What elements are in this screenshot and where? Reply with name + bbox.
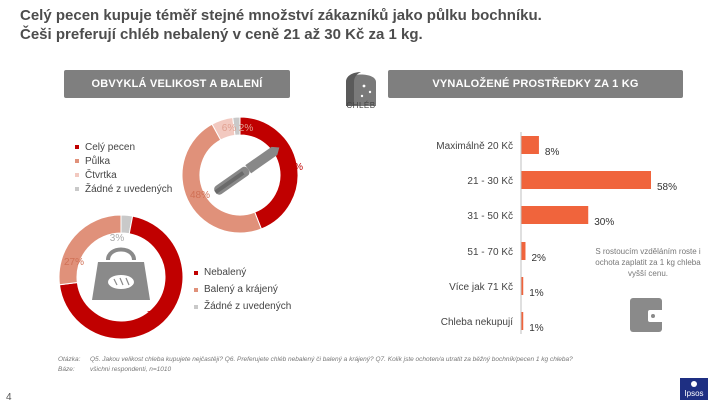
bar-category-label: 31 - 50 Kč: [467, 211, 513, 222]
bar-value-label: 2%: [531, 253, 546, 264]
legend-item-none: Žádné z uvedených: [75, 182, 172, 196]
size-packaging-header: OBVYKLÁ VELIKOST A BALENÍ: [64, 70, 290, 98]
bar-category-label: Maximálně 20 Kč: [436, 141, 513, 152]
legend-label: Celý pecen: [85, 141, 136, 153]
page-title: Celý pecen kupuje téměř stejné množství …: [20, 6, 700, 44]
legend-label: Balený a krájený: [204, 284, 278, 295]
bar: [521, 242, 526, 260]
donut-slice-3: [232, 116, 241, 136]
bar-category-label: 21 - 30 Kč: [467, 176, 513, 187]
legend-item-whole: Celý pecen: [75, 140, 172, 154]
legend-item-packed-sliced: Balený a krájený: [194, 281, 291, 298]
donut-value-label: 48%: [190, 190, 210, 201]
legend-item-quarter: Čtvrtka: [75, 168, 172, 182]
title-line-2: Češi preferují chléb nebalený v ceně 21 …: [20, 26, 423, 43]
bar-value-label: 8%: [545, 147, 560, 158]
bar: [521, 136, 539, 154]
footer-base-key: Báze:: [58, 366, 75, 373]
bread-label: CHLÉB: [346, 101, 376, 110]
bread-bag-icon: [92, 247, 150, 300]
legend-label: Žádné z uvedených: [85, 183, 173, 195]
bar-value-label: 1%: [529, 288, 544, 299]
wallet-icon: [630, 298, 664, 332]
legend-item-unpacked: Nebalený: [194, 264, 291, 281]
bar: [521, 171, 651, 189]
bar-category-label: Více jak 71 Kč: [449, 282, 513, 293]
title-line-1: Celý pecen kupuje téměř stejné množství …: [20, 7, 542, 24]
legend-item-none: Žádné z uvedených: [194, 298, 291, 315]
bar-value-label: 1%: [529, 323, 544, 334]
spending-header: VYNALOŽENÉ PROSTŘEDKY ZA 1 KG: [388, 70, 683, 98]
bar-value-label: 58%: [657, 182, 677, 193]
bar: [521, 206, 589, 224]
bread-icon: [338, 70, 384, 110]
bar-value-label: 30%: [594, 217, 614, 228]
footer-base-text: všichni respondenti, n=1010: [90, 366, 172, 373]
spending-bar-chart: Maximálně 20 Kč 8% 21 - 30 Kč 58% 31 - 50 Kč…: [436, 132, 677, 334]
size-legend: Celý pecen Půlka Čtvrtka Žádné z uvedený…: [75, 140, 172, 196]
ipsos-logo: Ipsos: [680, 378, 708, 400]
legend-label: Čtvrtka: [85, 169, 117, 181]
donut-value-label: 27%: [64, 257, 84, 268]
donut-slice-1: [181, 123, 263, 234]
donut-value-label: 2%: [239, 123, 254, 134]
donut-value-label: 44%: [283, 162, 303, 173]
legend-label: Půlka: [85, 155, 111, 167]
footer-question-key: Otázka:: [58, 356, 81, 363]
footer: Otázka: Q5. Jakou velikost chleba kupujet…: [58, 355, 658, 375]
bar-category-label: 51 - 70 Kč: [467, 247, 513, 258]
size-donut: 44% 48% 6% 2%: [181, 116, 303, 234]
legend-item-half: Půlka: [75, 154, 172, 168]
legend-label: Nebalený: [204, 267, 247, 278]
page-number: 4: [6, 392, 12, 403]
education-note: S rostoucím vzděláním roste i ochota zap…: [595, 247, 701, 278]
knife-icon: [214, 146, 280, 195]
legend-label: Žádné z uvedených: [204, 301, 292, 312]
donut-slice-0: [58, 215, 184, 340]
donut-slice-1: [58, 214, 122, 286]
donut-value-label: 70%: [147, 310, 167, 321]
donut-value-label: 3%: [110, 233, 125, 244]
bar-category-label: Chleba nekupují: [441, 317, 513, 328]
bar: [521, 312, 524, 330]
packaging-legend: Nebalený Balený a krájený Žádné z uveden…: [194, 264, 291, 315]
packaging-donut: 70% 27% 3%: [58, 214, 184, 340]
footer-question-text: Q5. Jakou velikost chleba kupujete nejča…: [90, 356, 573, 363]
bar: [521, 277, 524, 295]
logo-text: Ipsos: [684, 389, 704, 398]
donut-value-label: 6%: [222, 123, 237, 134]
